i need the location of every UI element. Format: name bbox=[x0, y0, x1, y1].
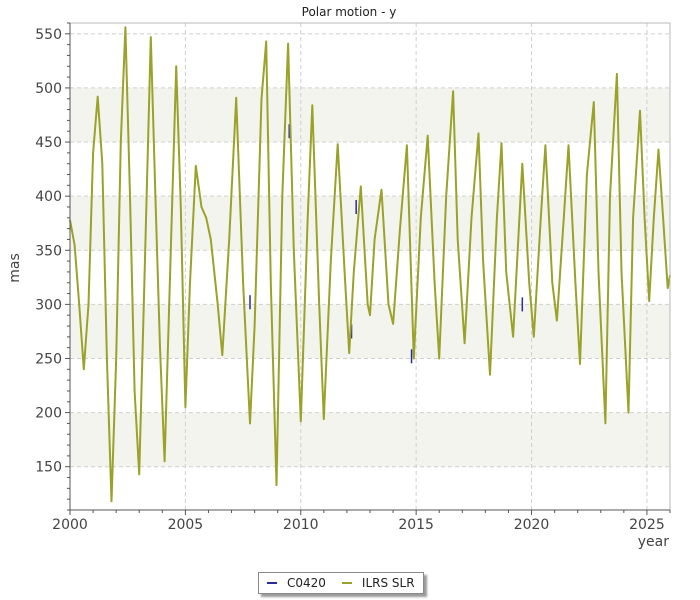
x-tick-label: 2020 bbox=[514, 517, 550, 533]
series-ilrs-slr-line bbox=[69, 26, 671, 503]
y-axis-title: mas bbox=[7, 253, 23, 283]
y-tick-label: 200 bbox=[35, 406, 62, 422]
axes-frame bbox=[65, 22, 671, 515]
y-tick-label: 400 bbox=[35, 189, 62, 205]
legend-swatch-c0420 bbox=[267, 582, 277, 584]
chart-title: Polar motion - y bbox=[302, 5, 397, 19]
x-tick-label: 2025 bbox=[629, 517, 665, 533]
band bbox=[70, 23, 670, 34]
band bbox=[70, 412, 670, 467]
y-tick-label: 250 bbox=[35, 351, 62, 367]
x-tick-label: 2010 bbox=[283, 517, 319, 533]
tick-labels: 150 200 250 300 350 400 450 500 550 2000 2005 2010 2… bbox=[35, 27, 664, 533]
x-tick-label: 2005 bbox=[168, 517, 204, 533]
legend-item-ilrs-slr[interactable]: ILRS SLR bbox=[341, 576, 415, 590]
x-tick-label: 2000 bbox=[52, 517, 88, 533]
legend-label-c0420: C0420 bbox=[287, 576, 326, 590]
legend: C0420 ILRS SLR bbox=[258, 572, 424, 594]
alternating-bands bbox=[70, 23, 670, 467]
y-tick-label: 450 bbox=[35, 135, 62, 151]
y-tick-label: 350 bbox=[35, 243, 62, 259]
x-axis-title: year bbox=[638, 534, 669, 550]
legend-swatch-ilrs-slr bbox=[341, 582, 352, 584]
y-tick-label: 550 bbox=[35, 27, 62, 43]
band bbox=[70, 87, 670, 143]
legend-item-c0420[interactable]: C0420 bbox=[267, 576, 326, 590]
band bbox=[70, 196, 670, 251]
y-tick-label: 300 bbox=[35, 297, 62, 313]
series-layer bbox=[69, 26, 671, 503]
y-tick-label: 150 bbox=[35, 460, 62, 476]
legend-label-ilrs-slr: ILRS SLR bbox=[361, 576, 415, 590]
x-tick-label: 2015 bbox=[398, 517, 434, 533]
y-tick-label: 500 bbox=[35, 81, 62, 97]
